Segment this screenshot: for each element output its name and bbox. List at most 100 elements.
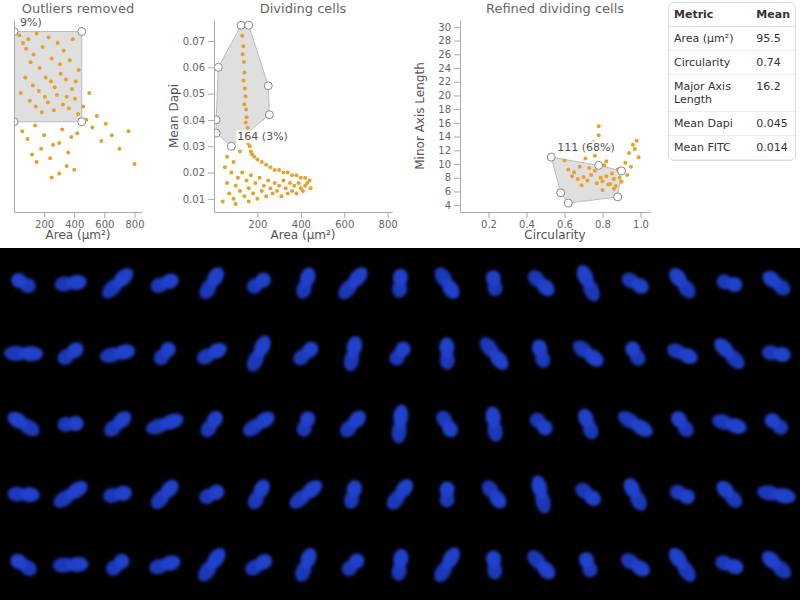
- data-point: [234, 202, 238, 206]
- x-tick: 800: [379, 212, 398, 230]
- cell-lobe: [148, 275, 170, 295]
- cell-lobe: [17, 557, 40, 580]
- data-point: [612, 187, 616, 191]
- y-tick-label: 4: [445, 200, 451, 211]
- data-point: [273, 168, 277, 172]
- data-point: [57, 172, 61, 176]
- data-point: [227, 192, 231, 196]
- data-point: [61, 102, 65, 106]
- cell-image: [54, 339, 86, 368]
- y-tick: 8: [445, 172, 460, 183]
- y-tick-label: 0.01: [183, 194, 205, 205]
- cell-image: [575, 406, 601, 442]
- cell-image: [572, 479, 604, 509]
- cell-lobe: [715, 273, 734, 292]
- cell-image: [292, 545, 319, 584]
- cell-image: [485, 549, 503, 580]
- data-point: [64, 78, 68, 82]
- y-tick-label: 22: [438, 76, 451, 87]
- plot-area: [214, 21, 313, 206]
- panel-title: Outliers removed: [22, 1, 135, 16]
- cell-lobe: [240, 415, 267, 440]
- cell-lobe: [147, 486, 173, 512]
- data-point: [288, 181, 292, 185]
- plot-area: [547, 124, 640, 207]
- cell-lobe: [721, 345, 748, 373]
- selection-polygon: [216, 25, 269, 146]
- data-point: [260, 160, 264, 164]
- y-tick-label: 30: [438, 22, 451, 33]
- cell-lobe: [151, 346, 173, 368]
- y-tick: 0.01: [183, 194, 214, 205]
- cell-lobe: [524, 267, 549, 292]
- x-tick-label: 800: [379, 219, 398, 230]
- metric-value: 16.2: [751, 75, 795, 112]
- y-tick-label: 0.07: [183, 36, 205, 47]
- data-point: [74, 79, 78, 83]
- cell-lobe: [433, 408, 455, 431]
- data-point: [284, 186, 288, 190]
- cell-lobe: [245, 488, 268, 513]
- selection-polygon: [551, 157, 621, 203]
- y-tick-mark: [454, 191, 460, 192]
- cell-image: [151, 339, 179, 369]
- y-tick-mark: [208, 41, 214, 42]
- data-point: [110, 133, 114, 137]
- y-axis-line: [214, 21, 215, 213]
- data-point: [65, 95, 69, 99]
- y-tick-label: 0.03: [183, 141, 205, 152]
- y-tick-mark: [454, 109, 460, 110]
- y-tick: 0.07: [183, 36, 214, 47]
- cell-lobe: [627, 347, 648, 368]
- data-point: [255, 197, 259, 201]
- data-point: [264, 163, 268, 167]
- gallery-background: [0, 248, 800, 600]
- cell-image: [4, 408, 42, 440]
- data-point: [612, 177, 616, 181]
- cell-image: [431, 264, 463, 302]
- data-point: [243, 94, 247, 98]
- y-tick-label: 0.02: [183, 167, 205, 178]
- data-point: [286, 192, 290, 196]
- cell-lobe: [476, 334, 503, 362]
- selection-annotation: 9%): [19, 16, 43, 29]
- y-tick-mark: [454, 205, 460, 206]
- cell-lobe: [194, 557, 220, 585]
- cell-lobe: [619, 270, 642, 292]
- data-point: [19, 91, 23, 95]
- cell-image: [194, 340, 230, 368]
- cell-lobe: [54, 346, 77, 369]
- cell-image: [710, 412, 749, 437]
- cell-lobe: [572, 479, 595, 502]
- y-tick: 6: [445, 186, 460, 197]
- cell-image: [336, 407, 369, 441]
- data-point: [570, 174, 574, 178]
- cell-image: [577, 550, 600, 580]
- data-point: [242, 71, 246, 75]
- data-point: [604, 174, 608, 178]
- x-tick-mark: [301, 212, 302, 218]
- data-point: [50, 56, 54, 60]
- data-point: [245, 178, 249, 182]
- label-patch: [19, 16, 43, 29]
- data-point: [87, 91, 91, 95]
- cell-image: [102, 484, 134, 504]
- y-tick: 16: [438, 118, 460, 129]
- y-tick-mark: [454, 123, 460, 124]
- data-point: [49, 79, 53, 83]
- cell-lobe: [197, 486, 218, 506]
- label-patch: [556, 141, 616, 154]
- data-point: [268, 186, 272, 190]
- cell-lobe: [569, 337, 596, 362]
- cell-image: [431, 544, 464, 585]
- cell-lobe: [50, 486, 78, 512]
- cell-lobe: [431, 557, 456, 585]
- data-point: [38, 66, 42, 70]
- data-point: [246, 126, 250, 130]
- x-axis-line: [15, 212, 143, 213]
- y-tick-label: 6: [445, 186, 451, 197]
- data-point: [294, 192, 298, 196]
- cell-lobe: [342, 489, 361, 510]
- metric-value: 0.74: [751, 51, 795, 75]
- data-point: [57, 141, 61, 145]
